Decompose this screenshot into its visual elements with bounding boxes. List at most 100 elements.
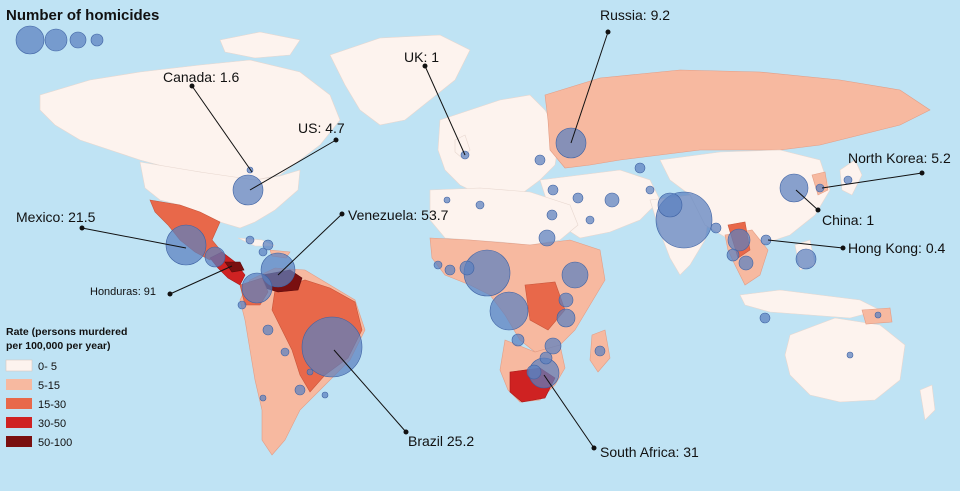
bubble-iraq xyxy=(572,192,584,204)
bubble-uruguay xyxy=(321,391,329,399)
leader-hong-kong-dot xyxy=(840,245,846,251)
bubble-cameroon xyxy=(459,260,475,276)
leader-mexico-dot xyxy=(79,225,85,231)
leader-mexico xyxy=(81,227,187,249)
russia xyxy=(544,69,931,169)
callout-uk: UK: 1 xyxy=(404,49,439,65)
leader-china-dot xyxy=(815,207,821,213)
leader-us xyxy=(249,139,337,191)
bubble-thailand xyxy=(726,248,740,262)
bubble-bolivia xyxy=(280,347,290,357)
leader-venezuela xyxy=(277,213,343,276)
bubble-morocco xyxy=(443,196,451,204)
leader-uk xyxy=(424,65,466,156)
bubble-png xyxy=(874,311,882,319)
bubble-myanmar xyxy=(727,228,751,252)
bubble-indonesia xyxy=(759,312,771,324)
leader-brazil-dot xyxy=(403,429,409,435)
rate-legend: Rate (persons murdered per 100,000 per y… xyxy=(5,326,127,449)
bubble-bangladesh xyxy=(710,222,722,234)
bubble-angola xyxy=(511,333,525,347)
homicide-bubbles xyxy=(165,127,882,402)
bubble-argentina xyxy=(294,384,306,396)
bubble-pakistan xyxy=(657,192,683,218)
bubble-australia xyxy=(846,351,854,359)
callout-venezuela: Venezuela: 53.7 xyxy=(348,207,449,223)
bubble-peru xyxy=(262,324,274,336)
rate-label-0: 0- 5 xyxy=(38,361,57,373)
size-legend-circle-s xyxy=(90,33,104,47)
bubble-cote-divoire xyxy=(433,260,443,270)
bubble-mozambique xyxy=(526,364,542,380)
rate-label-1: 5-15 xyxy=(38,380,60,392)
leader-brazil xyxy=(333,349,407,433)
leader-south-africa-dot xyxy=(591,445,597,451)
africa-mid-rate xyxy=(524,281,566,331)
callout-china: China: 1 xyxy=(822,212,874,228)
arctic-islands xyxy=(219,31,301,59)
rate-label-3: 30-50 xyxy=(38,418,66,430)
leader-honduras-dot xyxy=(167,291,173,297)
leader-canada-dot xyxy=(189,83,195,89)
leader-russia-dot xyxy=(605,29,611,35)
callout-honduras: Honduras: 91 xyxy=(90,286,156,298)
bubble-kenya xyxy=(556,308,576,328)
leader-uk-dot xyxy=(422,63,428,69)
rate-swatch-2 xyxy=(6,398,32,409)
bubble-iran xyxy=(604,192,620,208)
bubble-japan xyxy=(843,175,853,185)
rate-label-2: 15-30 xyxy=(38,399,66,411)
bubble-kazakhstan xyxy=(634,162,646,174)
bubble-jamaica xyxy=(258,247,268,257)
united-states xyxy=(139,161,301,229)
callout-hong-kong: Hong Kong: 0.4 xyxy=(848,240,946,256)
bubble-china xyxy=(779,173,809,203)
bubble-colombia xyxy=(241,272,273,304)
leader-lines xyxy=(79,29,925,451)
bubble-mexico xyxy=(165,224,207,266)
callout-brazil: Brazil 25.2 xyxy=(408,433,474,449)
leader-canada xyxy=(191,85,253,173)
leader-north-korea-dot xyxy=(919,170,925,176)
leader-honduras xyxy=(169,265,233,295)
bubble-ghana xyxy=(444,264,456,276)
size-legend-circle-m xyxy=(69,31,87,49)
bubble-paraguay xyxy=(306,368,314,376)
bubble-turkey xyxy=(547,184,559,196)
honduras xyxy=(224,261,245,273)
callout-mexico: Mexico: 21.5 xyxy=(16,209,96,225)
bubble-ecuador xyxy=(237,300,247,310)
bubble-vietnam xyxy=(738,255,754,271)
bubble-algeria xyxy=(475,200,485,210)
leader-venezuela-dot xyxy=(339,211,345,217)
bubble-us xyxy=(232,174,264,206)
callout-us: US: 4.7 xyxy=(298,120,345,136)
rate-swatch-3 xyxy=(6,417,32,428)
bubble-zimbabwe xyxy=(539,351,553,365)
bubble-ukraine xyxy=(534,154,546,166)
leader-russia xyxy=(570,31,609,144)
bubble-sudan xyxy=(538,229,556,247)
bubble-uganda xyxy=(558,292,574,308)
size-legend-title: Number of homicides xyxy=(6,7,159,24)
greenland xyxy=(329,34,471,126)
size-legend-circle-xl xyxy=(15,25,45,55)
bubble-brazil xyxy=(301,316,363,378)
bubble-ethiopia xyxy=(561,261,589,289)
bubble-guatemala xyxy=(204,246,226,268)
leader-china xyxy=(795,189,819,211)
callout-russia: Russia: 9.2 xyxy=(600,7,670,23)
bubble-venezuela xyxy=(260,252,296,288)
rate-legend-title-1: Rate (persons murdered xyxy=(6,326,127,338)
canada-alaska xyxy=(39,59,341,181)
bubble-chile xyxy=(259,394,267,402)
bubble-egypt xyxy=(546,209,558,221)
callout-north-korea: North Korea: 5.2 xyxy=(848,150,951,166)
australia xyxy=(784,317,906,403)
leader-south-africa xyxy=(543,374,595,449)
rate-swatch-0 xyxy=(5,359,33,372)
callout-canada: Canada: 1.6 xyxy=(163,69,239,85)
bubble-dr-congo xyxy=(489,291,529,331)
rate-legend-title-2: per 100,000 per year) xyxy=(6,340,111,352)
